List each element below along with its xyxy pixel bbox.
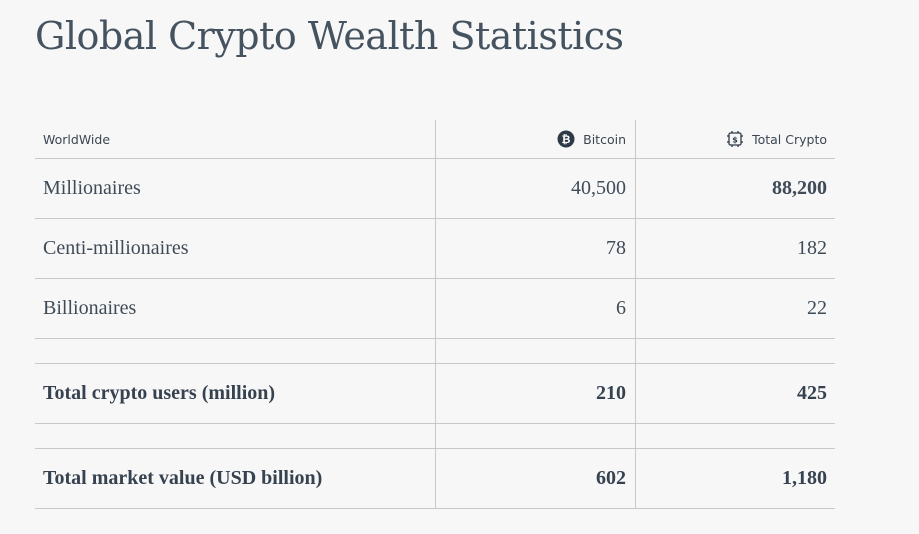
header-total-crypto-label: Total Crypto (752, 131, 827, 147)
crypto-wealth-table: WorldWide ₿ Bitcoin $ T (35, 120, 835, 509)
total-row-label: Total crypto users (million) (43, 382, 276, 404)
page-title: Global Crypto Wealth Statistics (35, 14, 624, 58)
header-bitcoin-label: Bitcoin (583, 131, 626, 147)
table-row: Millionaires 40,500 88,200 (35, 159, 835, 219)
total-crypto-total-value: 1,180 (635, 449, 835, 508)
svg-text:$: $ (732, 136, 738, 145)
bitcoin-value: 40,500 (435, 159, 635, 218)
crypto-chip-icon: $ (726, 130, 744, 148)
spacer-row (35, 424, 835, 449)
row-label: Centi-millionaires (43, 237, 189, 259)
row-label: Billionaires (43, 297, 137, 319)
header-bitcoin: ₿ Bitcoin (435, 120, 635, 158)
svg-text:₿: ₿ (562, 133, 571, 146)
bitcoin-total-value: 602 (435, 449, 635, 508)
total-crypto-value: 88,200 (635, 159, 835, 218)
bitcoin-total-value: 210 (435, 364, 635, 423)
spacer-row (35, 339, 835, 364)
header-worldwide: WorldWide (43, 131, 111, 147)
table-total-row: Total crypto users (million) 210 425 (35, 364, 835, 424)
total-crypto-value: 182 (635, 219, 835, 278)
bitcoin-value: 78 (435, 219, 635, 278)
row-label: Millionaires (43, 177, 141, 199)
total-row-label: Total market value (USD billion) (43, 467, 323, 489)
header-total-crypto: $ Total Crypto (635, 120, 835, 158)
table-row: Billionaires 6 22 (35, 279, 835, 339)
bitcoin-icon: ₿ (557, 130, 575, 148)
table-total-row: Total market value (USD billion) 602 1,1… (35, 449, 835, 509)
total-crypto-value: 22 (635, 279, 835, 338)
table-header-row: WorldWide ₿ Bitcoin $ T (35, 120, 835, 159)
total-crypto-total-value: 425 (635, 364, 835, 423)
bitcoin-value: 6 (435, 279, 635, 338)
table-row: Centi-millionaires 78 182 (35, 219, 835, 279)
